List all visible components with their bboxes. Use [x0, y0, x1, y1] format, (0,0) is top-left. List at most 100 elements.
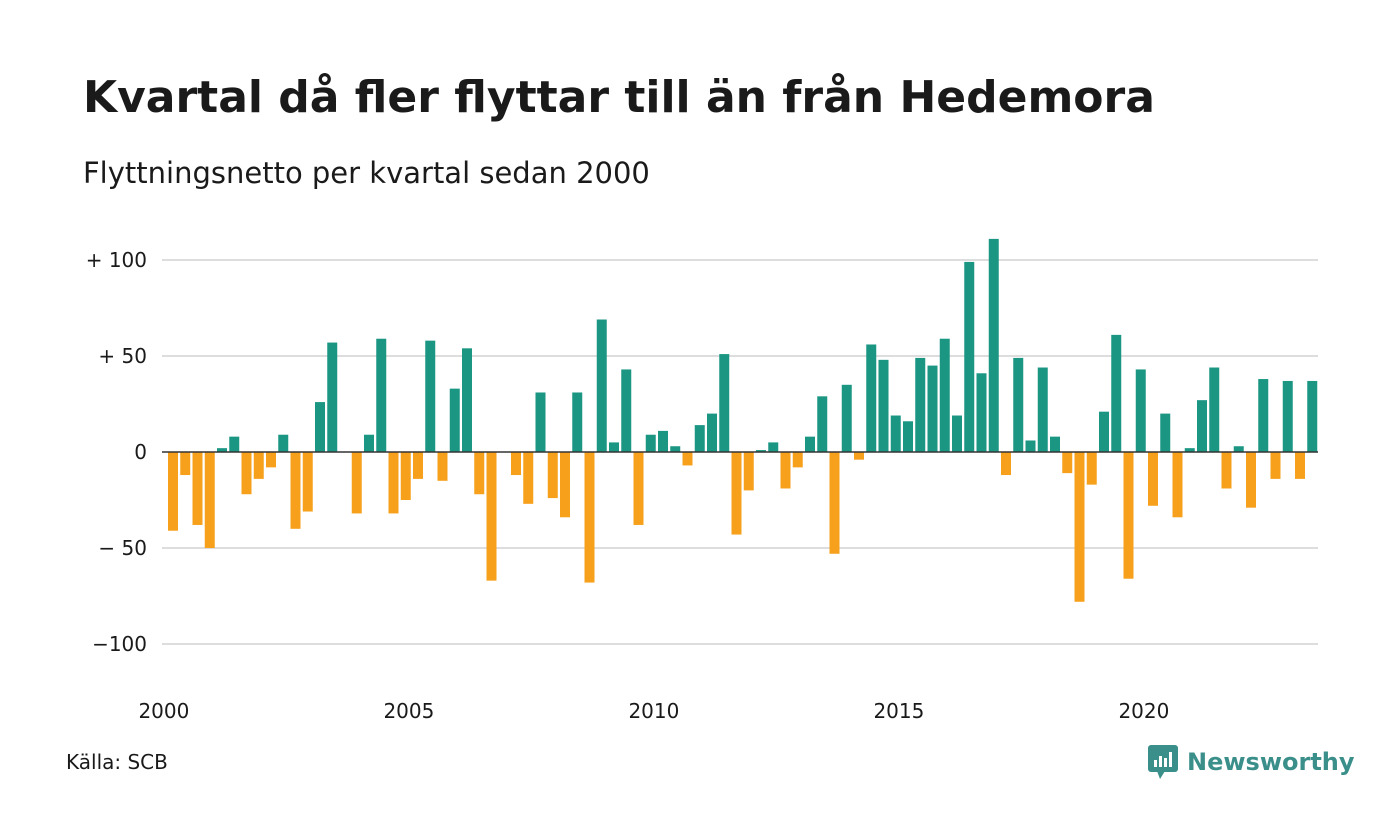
bar-2023-k2 [1307, 380, 1318, 452]
bar-2022-k3 [1270, 452, 1281, 479]
bar-2011-k4 [743, 452, 754, 491]
bar-2018-k1 [1050, 436, 1060, 452]
x-tick-label: 2020 [1118, 699, 1169, 723]
bar-2009-k4 [645, 434, 656, 452]
bar-2005-k1 [413, 452, 423, 479]
bar-2015-k2 [915, 357, 926, 452]
bar-2014-k2 [866, 344, 877, 452]
bar-2015-k1 [903, 421, 913, 452]
bar-2004-k2 [376, 338, 387, 452]
bar-2014-k4 [890, 415, 901, 452]
source-note: Källa: SCB [66, 750, 168, 774]
bar-2012-k4 [792, 452, 803, 468]
bar-2003-k4 [351, 452, 362, 514]
brand-name: Newsworthy [1187, 748, 1355, 776]
x-tick-label: 2005 [383, 699, 434, 723]
chart-title: Kvartal då fler flyttar till än från Hed… [83, 72, 1155, 123]
bar-2004-k1 [364, 434, 374, 452]
bar-2014-k1 [854, 452, 864, 460]
bar-2007-k3 [535, 392, 546, 452]
bar-2012-k2 [768, 442, 779, 452]
bar-2021-k3 [1221, 452, 1232, 489]
bar-2016-k2 [964, 261, 975, 452]
bar-2007-k4 [547, 452, 558, 499]
bar-2018-k2 [1062, 452, 1073, 474]
bar-2018-k3 [1074, 452, 1085, 602]
bar-2000-k2 [180, 452, 191, 476]
bar-2010-k2 [670, 446, 681, 452]
y-tick-label: + 100 [86, 248, 147, 272]
bar-2001-k1 [217, 448, 227, 452]
brand-logo: Newsworthy [1147, 744, 1355, 780]
bar-2002-k1 [266, 452, 276, 468]
bar-2011-k3 [731, 452, 742, 535]
bar-2010-k4 [694, 425, 705, 452]
x-tick-label: 2000 [138, 699, 189, 723]
bar-2008-k2 [572, 392, 583, 452]
bar-layer [168, 238, 1318, 602]
bar-2000-k4 [204, 452, 215, 548]
bar-2003-k2 [327, 342, 338, 452]
bar-2019-k4 [1135, 369, 1146, 452]
bar-2019-k3 [1123, 452, 1134, 579]
bar-2013-k4 [841, 384, 852, 452]
bar-2004-k4 [400, 452, 411, 500]
bar-2007-k2 [523, 452, 534, 504]
bar-2004-k3 [388, 452, 399, 514]
bar-2010-k1 [658, 430, 668, 452]
bar-2010-k3 [682, 452, 693, 466]
bar-2020-k4 [1184, 448, 1195, 452]
y-tick-label: − 50 [98, 536, 147, 560]
bar-2013-k1 [805, 436, 815, 452]
bar-2022-k1 [1246, 452, 1256, 508]
bar-2007-k1 [511, 452, 521, 476]
bar-2005-k4 [449, 388, 460, 452]
bar-2021-k1 [1197, 400, 1207, 452]
bar-2018-k4 [1086, 452, 1097, 485]
y-tick-label: −100 [92, 632, 147, 656]
bar-2015-k4 [939, 338, 950, 452]
bar-2016-k4 [988, 238, 999, 452]
bar-2021-k4 [1233, 446, 1244, 452]
bar-2002-k4 [302, 452, 313, 512]
bar-2019-k2 [1111, 334, 1122, 452]
bar-2016-k1 [952, 415, 962, 452]
bar-2006-k2 [474, 452, 485, 495]
bar-2017-k4 [1037, 367, 1048, 452]
chart-bubble-icon [1148, 745, 1178, 779]
bar-2003-k1 [315, 402, 325, 452]
x-tick-label: 2015 [873, 699, 924, 723]
bar-2005-k3 [437, 452, 448, 481]
bar-2005-k2 [425, 340, 436, 452]
bar-2015-k3 [927, 365, 938, 452]
bar-2016-k3 [976, 373, 987, 452]
y-tick-label: 0 [134, 440, 147, 464]
bar-2006-k1 [462, 348, 472, 452]
bar-2020-k1 [1148, 452, 1158, 506]
bar-2009-k2 [621, 369, 632, 452]
bar-2012-k3 [780, 452, 791, 489]
bar-2011-k1 [707, 413, 717, 452]
bar-2011-k2 [719, 354, 730, 452]
bar-2000-k3 [192, 452, 203, 525]
bar-2017-k3 [1025, 440, 1036, 452]
bar-2017-k1 [1001, 452, 1011, 476]
bar-2012-k1 [756, 450, 766, 452]
bar-2022-k4 [1282, 380, 1293, 452]
y-tick-label: + 50 [98, 344, 147, 368]
chart-subtitle: Flyttningsnetto per kvartal sedan 2000 [83, 156, 650, 190]
bar-2002-k2 [278, 434, 289, 452]
bar-2020-k3 [1172, 452, 1183, 518]
bar-2022-k2 [1258, 379, 1269, 452]
bar-2001-k2 [229, 436, 240, 452]
bar-2006-k3 [486, 452, 497, 581]
bar-2000-k1 [168, 452, 178, 531]
bar-2008-k4 [596, 319, 607, 452]
bar-2001-k3 [241, 452, 252, 495]
x-tick-label: 2010 [628, 699, 679, 723]
label-layer: + 100 + 50 0 − 50 −100 2000 2005 2010 2015 2020 [86, 248, 1170, 723]
bar-2021-k2 [1209, 367, 1220, 452]
bar-2013-k2 [817, 396, 828, 452]
bar-2001-k4 [253, 452, 264, 479]
